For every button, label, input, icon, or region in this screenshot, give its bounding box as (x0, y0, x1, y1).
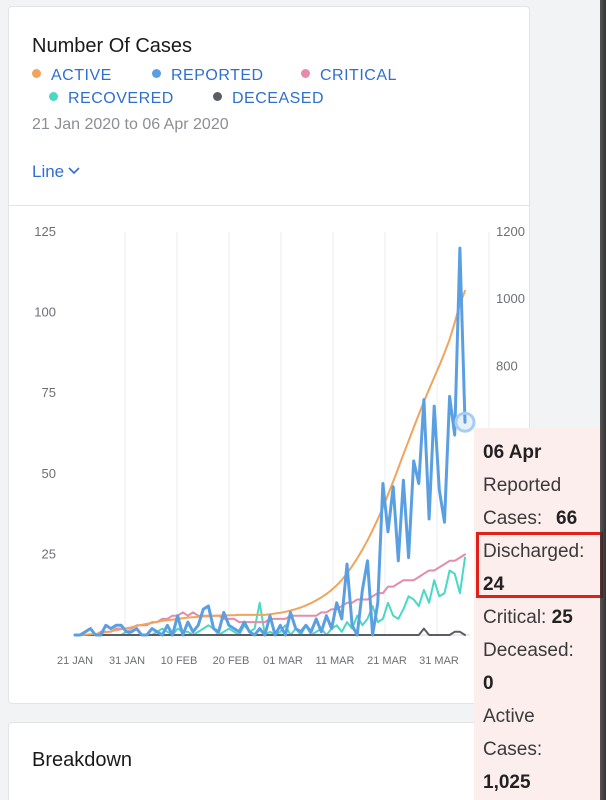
y-left-tick-label: 125 (34, 224, 56, 239)
tooltip-active-label: Active Cases: (483, 706, 543, 760)
chevron-down-icon (68, 160, 80, 180)
legend-label-recovered: RECOVERED (68, 90, 174, 107)
series-line-recovered (74, 556, 466, 636)
y-left-tick-label: 25 (42, 546, 56, 561)
y-right-tick-label: 1000 (496, 291, 525, 306)
y-left-tick-label: 100 (34, 305, 56, 320)
chart-type-label: Line (32, 162, 65, 181)
legend-dot-critical (301, 69, 310, 78)
discharged-highlight-box (476, 532, 603, 598)
tooltip-reported-value: 66 (556, 508, 578, 529)
legend-label-deceased: DECEASED (232, 90, 325, 107)
breakdown-title: Breakdown (32, 749, 133, 771)
chart-tooltip: 06 Apr Reported Cases: 66 Discharged: 24… (474, 428, 606, 800)
chart-type-dropdown[interactable]: Line (32, 160, 80, 182)
x-tick-label: 11 MAR (316, 655, 355, 667)
window-edge (600, 0, 606, 800)
x-tick-label: 10 FEB (161, 655, 198, 667)
legend-label-critical: CRITICAL (320, 67, 397, 84)
legend-label-reported: REPORTED (171, 67, 264, 84)
legend-dot-active (32, 69, 41, 78)
hover-marker (454, 411, 476, 433)
x-tick-label: 21 JAN (57, 655, 93, 667)
legend-dot-reported (152, 69, 161, 78)
x-tick-label: 31 JAN (109, 655, 145, 667)
tooltip-reported-label: Reported Cases: (483, 475, 562, 529)
legend-item-critical[interactable]: CRITICAL (301, 67, 397, 85)
legend-dot-deceased (213, 92, 222, 101)
y-left-tick-label: 75 (42, 385, 56, 400)
y-right-tick-label: 1200 (496, 224, 525, 239)
y-right-tick-label: 800 (496, 358, 518, 373)
legend-item-deceased[interactable]: DECEASED (213, 90, 324, 108)
tooltip-active-value: 1,025 (483, 772, 531, 793)
tooltip-discharged-label: Discharged: (483, 541, 585, 562)
tooltip-critical: Critical: 25 (483, 607, 573, 628)
tooltip-date: 06 Apr (483, 442, 542, 463)
x-tick-label: 21 MAR (367, 655, 407, 667)
tooltip-deceased-value: 0 (483, 673, 494, 694)
series-line-critical (74, 553, 466, 636)
tooltip-discharged-value: 24 (483, 574, 505, 595)
x-tick-label: 31 MAR (419, 655, 459, 667)
legend-item-recovered[interactable]: RECOVERED (49, 90, 174, 108)
tooltip-deceased-label: Deceased: (483, 640, 574, 661)
y-left-tick-label: 50 (42, 466, 56, 481)
breakdown-card: Breakdown (8, 722, 530, 800)
series-line-active (74, 289, 466, 636)
chart-title: Number Of Cases (32, 35, 193, 57)
series-line-reported (73, 246, 467, 637)
x-tick-label: 20 FEB (213, 655, 250, 667)
x-tick-label: 01 MAR (263, 655, 303, 667)
legend-item-active[interactable]: ACTIVE (32, 67, 112, 85)
legend-dot-recovered (49, 92, 58, 101)
date-range: 21 Jan 2020 to 06 Apr 2020 (32, 116, 229, 133)
card-header: Number Of Cases ACTIVE REPORTED CRITICAL… (9, 7, 529, 206)
legend-item-reported[interactable]: REPORTED (152, 67, 264, 85)
legend-label-active: ACTIVE (51, 67, 112, 84)
